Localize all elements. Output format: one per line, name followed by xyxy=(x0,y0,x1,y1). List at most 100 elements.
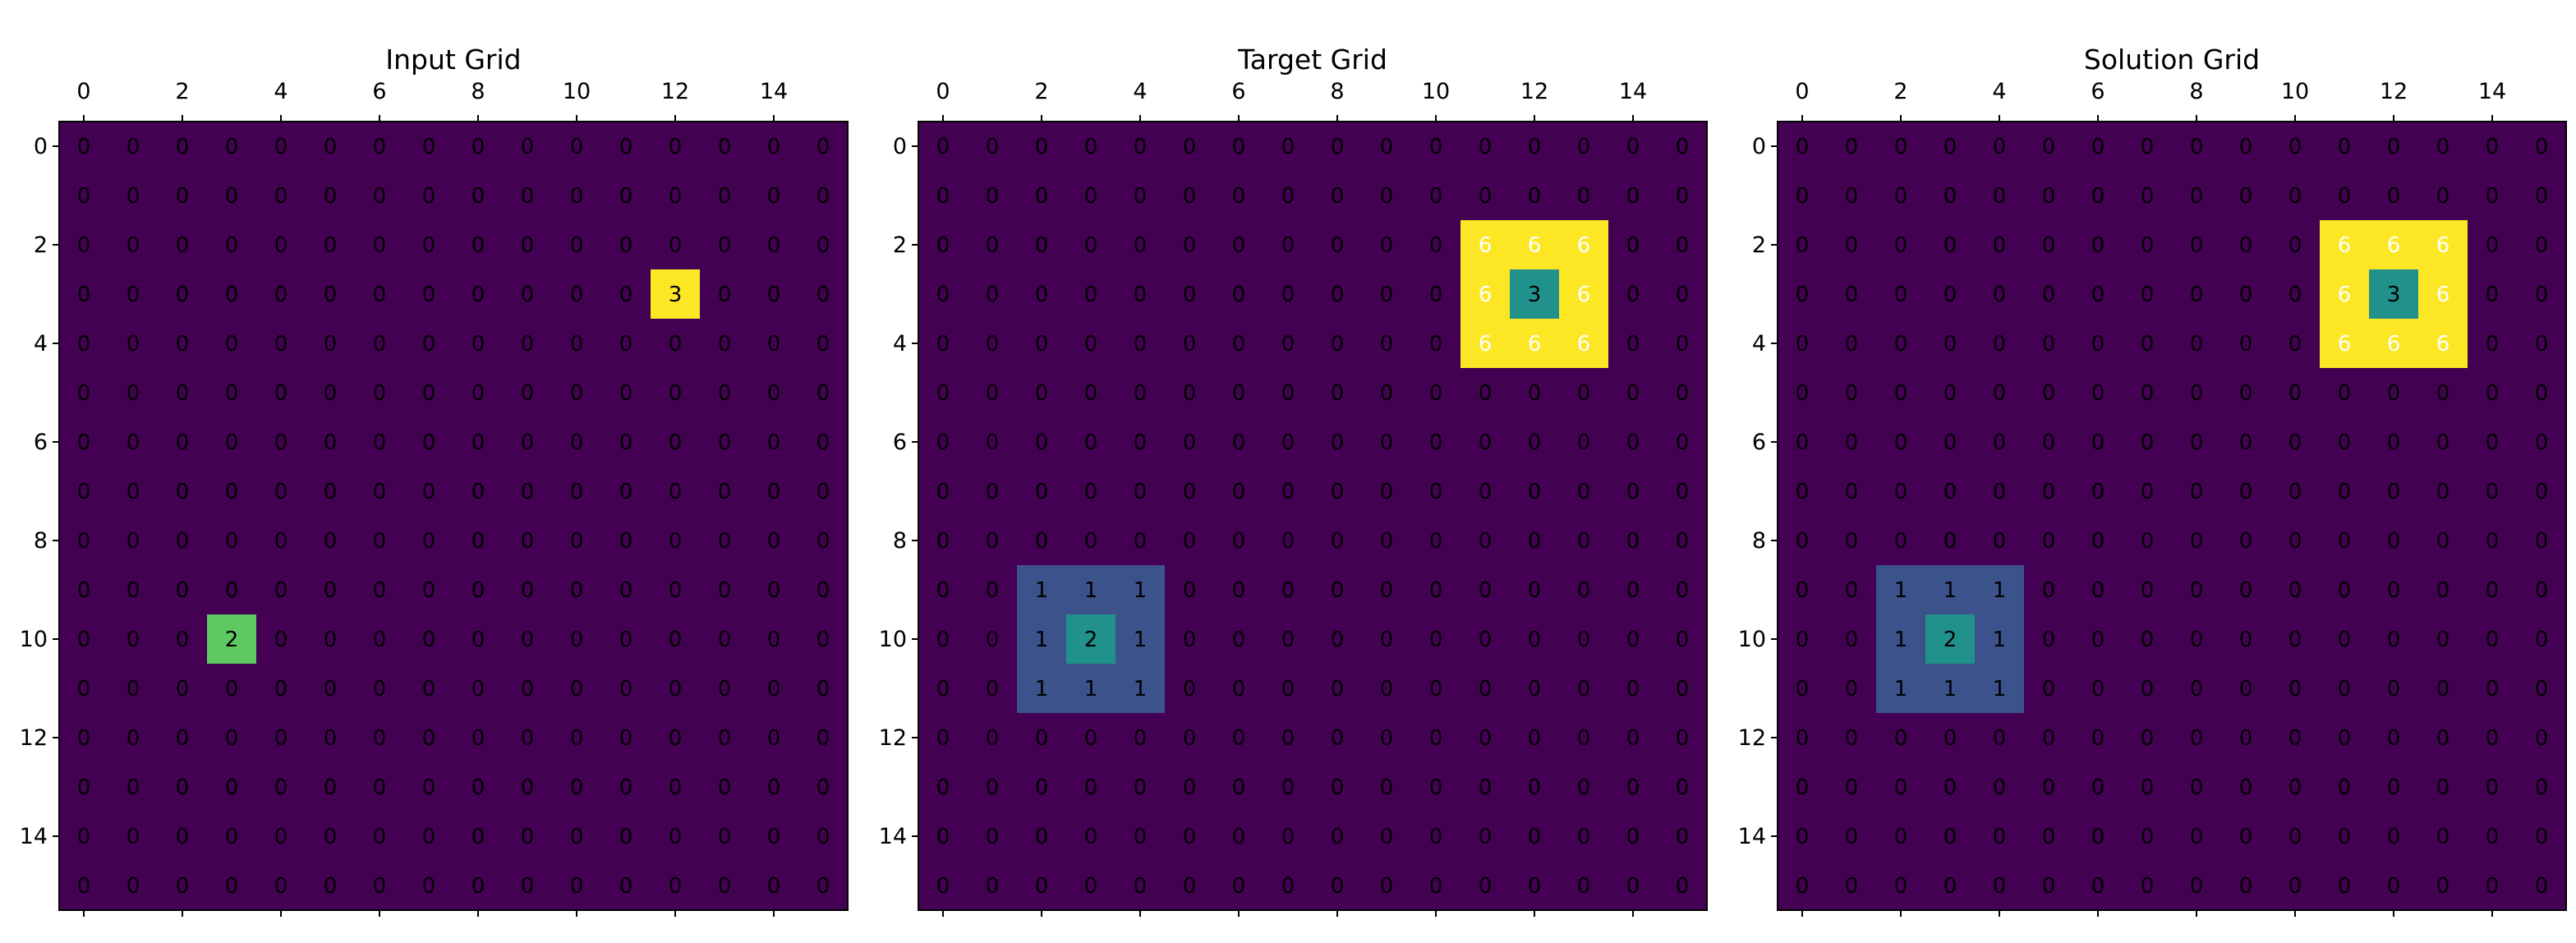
grid-cell xyxy=(1313,614,1362,664)
cell-value-label: 0 xyxy=(2141,480,2155,504)
grid-cell xyxy=(1017,368,1066,417)
grid-cell xyxy=(2024,762,2073,812)
grid-cell xyxy=(1017,664,1066,713)
grid-cell xyxy=(2369,713,2418,762)
grid-cell xyxy=(2468,614,2517,664)
grid-cell xyxy=(2123,171,2172,220)
grid-cell xyxy=(2073,220,2123,269)
grid-cell xyxy=(306,122,355,171)
grid-cell xyxy=(968,319,1017,368)
cell-value-label: 0 xyxy=(1577,480,1591,504)
cell-value-label: 0 xyxy=(816,430,830,455)
y-tick-label: 4 xyxy=(34,331,48,356)
cell-value-label: 0 xyxy=(767,233,781,258)
cell-value-label: 0 xyxy=(1331,825,1345,849)
grid-cell xyxy=(798,319,848,368)
cell-value-label: 0 xyxy=(1845,874,1859,899)
cell-value-label: 0 xyxy=(176,578,190,603)
cell-value-label: 0 xyxy=(2042,874,2056,899)
cell-value-label: 0 xyxy=(1944,233,1957,258)
grid-cell xyxy=(968,664,1017,713)
cell-value-label: 0 xyxy=(2436,775,2450,800)
cell-value-label: 0 xyxy=(1380,775,1394,800)
grid-cell xyxy=(2172,565,2221,614)
cell-value-label: 0 xyxy=(1183,775,1197,800)
cell-value-label: 0 xyxy=(1894,874,1908,899)
cell-value-label: 0 xyxy=(986,529,1000,554)
cell-value-label: 0 xyxy=(816,825,830,849)
cell-value-label: 0 xyxy=(1944,480,1957,504)
cell-value-label: 0 xyxy=(521,480,535,504)
cell-value-label: 0 xyxy=(1134,529,1148,554)
cell-value-label: 0 xyxy=(1528,825,1542,849)
grid-cell xyxy=(1510,664,1559,713)
grid-cell xyxy=(2172,171,2221,220)
grid-cell xyxy=(158,220,207,269)
grid-cell xyxy=(2024,664,2073,713)
grid-cell xyxy=(1362,664,1411,713)
grid-cell xyxy=(1975,713,2024,762)
cell-value-label: 0 xyxy=(274,184,288,209)
cell-value-label: 0 xyxy=(619,430,633,455)
cell-value-label: 0 xyxy=(767,578,781,603)
cell-value-label: 0 xyxy=(126,726,140,751)
cell-value-label: 0 xyxy=(422,332,436,356)
grid-cell xyxy=(2369,664,2418,713)
cell-value-label: 0 xyxy=(2091,480,2105,504)
grid-cell xyxy=(158,664,207,713)
grid-cell xyxy=(59,614,108,664)
grid-cell xyxy=(2172,319,2221,368)
cell-value-label: 0 xyxy=(816,233,830,258)
cell-value-label: 0 xyxy=(1845,529,1859,554)
cell-value-label: 0 xyxy=(1281,578,1295,603)
cell-value-label: 0 xyxy=(570,677,584,702)
cell-value-label: 0 xyxy=(2338,184,2352,209)
grid-cell xyxy=(2369,614,2418,664)
cell-value-label: 0 xyxy=(1479,874,1493,899)
cell-value-label: 0 xyxy=(767,283,781,307)
cell-value-label: 0 xyxy=(570,332,584,356)
grid-cell xyxy=(1510,614,1559,664)
grid-cell xyxy=(1975,368,2024,417)
cell-value-label: 0 xyxy=(521,135,535,159)
cell-value-label: 0 xyxy=(225,233,239,258)
cell-value-label: 0 xyxy=(2436,135,2450,159)
cell-value-label: 0 xyxy=(2535,283,2549,307)
cell-value-label: 0 xyxy=(1479,381,1493,406)
grid-cell xyxy=(1975,171,2024,220)
grid-cell xyxy=(1658,762,1707,812)
cell-value-label: 0 xyxy=(422,233,436,258)
cell-value-label: 0 xyxy=(1479,529,1493,554)
cell-value-label: 0 xyxy=(422,775,436,800)
grid-cell xyxy=(1313,122,1362,171)
cell-value-label: 0 xyxy=(718,480,732,504)
cell-value-label: 0 xyxy=(274,825,288,849)
grid-cell xyxy=(749,269,798,319)
cell-value-label: 0 xyxy=(225,677,239,702)
cell-value-label: 0 xyxy=(1232,480,1246,504)
grid-cell xyxy=(798,664,848,713)
cell-value-label: 0 xyxy=(986,480,1000,504)
cell-value-label: 0 xyxy=(986,283,1000,307)
grid-cell xyxy=(2172,762,2221,812)
grid-cell xyxy=(2024,467,2073,516)
grid-cell xyxy=(158,368,207,417)
grid-cell xyxy=(1263,812,1313,861)
grid-cell xyxy=(1559,122,1608,171)
cell-value-label: 0 xyxy=(718,775,732,800)
grid-cell xyxy=(256,122,306,171)
cell-value-label: 0 xyxy=(1380,184,1394,209)
grid-cell xyxy=(2517,319,2566,368)
cell-value-label: 0 xyxy=(2042,628,2056,652)
grid-cell xyxy=(503,368,552,417)
grid-cell xyxy=(59,762,108,812)
cell-value-label: 0 xyxy=(1993,233,2007,258)
grid-cell xyxy=(1460,319,1510,368)
cell-value-label: 0 xyxy=(2535,677,2549,702)
grid-cell xyxy=(2123,664,2172,713)
cell-value-label: 0 xyxy=(1845,332,1859,356)
cell-value-label: 0 xyxy=(816,529,830,554)
cell-value-label: 0 xyxy=(2486,283,2500,307)
grid-cell xyxy=(1510,122,1559,171)
cell-value-label: 0 xyxy=(126,578,140,603)
